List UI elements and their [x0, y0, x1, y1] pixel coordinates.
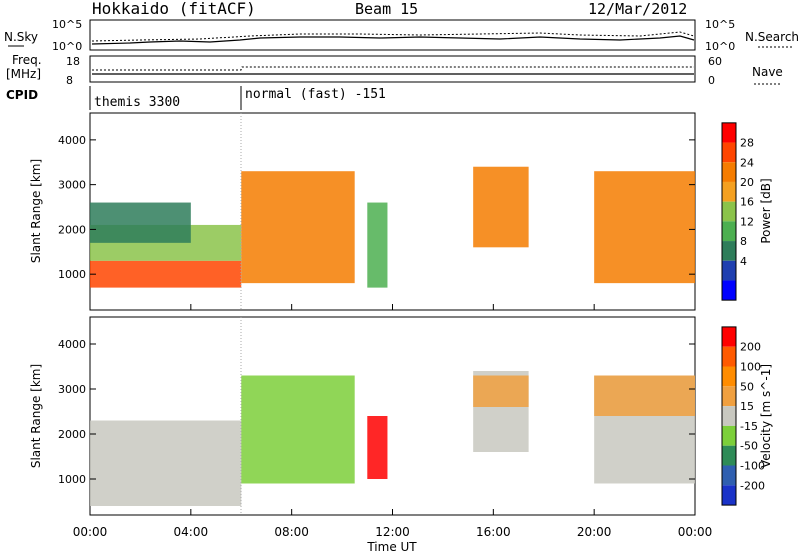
velocity-colorbar-tick-7: -200	[740, 479, 765, 492]
velocity-region-6	[594, 375, 695, 416]
power-colorbar-swatch-8	[722, 280, 736, 301]
power-colorbar-swatch-4	[722, 201, 736, 222]
power-colorbar-frame	[721, 122, 737, 301]
noise-search-line	[91, 31, 695, 42]
power-region-4	[367, 202, 388, 288]
x-axis: 00:00 04:00 08:00 12:00 16:00 20:00 00:00	[73, 304, 713, 539]
power-ytick-label-1: 2000	[58, 223, 86, 236]
power-colorbar-tick-6: 4	[740, 255, 747, 268]
freq-panel: Freq. [MHz] 18 8 60 0 Nave	[6, 53, 783, 87]
velocity-colorbar-tick-2: 50	[740, 380, 754, 393]
cpid-segment-2: normal (fast) -151	[245, 87, 386, 102]
velocity-region-1	[241, 375, 355, 484]
velocity-colorbar-tick-1: 100	[740, 361, 761, 374]
nave-tick-top: 60	[708, 55, 722, 68]
velocity-colorbar-tick-5: -50	[740, 440, 758, 453]
velocity-colorbar-tick-3: 15	[740, 400, 754, 413]
x-axis-label: Time UT	[366, 540, 417, 554]
cpid-label: CPID	[6, 88, 38, 102]
freq-tick-bottom: 8	[66, 74, 73, 87]
freq-label-1: Freq.	[12, 53, 42, 67]
power-region-6	[594, 171, 695, 284]
velocity-colorbar-tick-0: 200	[740, 341, 761, 354]
power-colorbar-swatch-7	[722, 260, 736, 281]
power-colorbar-swatch-0	[722, 122, 736, 143]
velocity-colorbar-frame	[721, 326, 737, 506]
beam-title: Beam 15	[355, 0, 418, 18]
power-region-2	[90, 202, 191, 243]
velocity-colorbar-swatch-1	[722, 346, 736, 367]
date-title: 12/Mar/2012	[588, 0, 687, 18]
velocity-colorbar-swatch-8	[722, 485, 736, 506]
velocity-colorbar-swatch-2	[722, 366, 736, 387]
power-region-0	[90, 260, 242, 288]
noise-tick-left-top: 10^5	[52, 18, 82, 31]
velocity-ylabel: Slant Range [km]	[29, 364, 43, 468]
x-tick-label-4: 16:00	[476, 525, 511, 539]
velocity-colorbar-swatch-4	[722, 406, 736, 426]
power-colorbar-swatch-5	[722, 221, 736, 242]
power-panel: 1000 2000 3000 4000 Slant Range [km] 28 24 20…	[29, 112, 773, 311]
velocity-panel: 1000 2000 3000 4000 Slant Range [km] 200 100…	[29, 316, 773, 516]
x-tick-label-5: 20:00	[577, 525, 612, 539]
x-tick-label-2: 08:00	[274, 525, 309, 539]
x-tick-label-3: 12:00	[375, 525, 410, 539]
power-colorbar-swatch-2	[722, 162, 736, 182]
power-colorbar-tick-3: 16	[740, 196, 754, 209]
power-ylabel: Slant Range [km]	[29, 159, 43, 263]
velocity-colorbar-title: Velocity [m s^-1]	[759, 364, 773, 468]
velocity-colorbar-swatch-7	[722, 465, 736, 486]
velocity-ytick-label-2: 3000	[58, 383, 86, 396]
freq-label-2: [MHz]	[6, 67, 41, 81]
velocity-ytick-label-3: 4000	[58, 338, 86, 351]
power-colorbar-swatch-6	[722, 241, 736, 261]
noise-panel: N.Sky 10^5 10^0 10^5 10^0 N.Search	[4, 18, 799, 53]
power-region-3	[241, 171, 355, 284]
cpid-segment-1: themis 3300	[94, 95, 180, 110]
velocity-colorbar-swatch-6	[722, 445, 736, 466]
power-colorbar-title: Power [dB]	[759, 178, 773, 243]
velocity-ytick-label-1: 2000	[58, 428, 86, 441]
velocity-colorbar-tick-4: -15	[740, 420, 758, 433]
station-title: Hokkaido (fitACF)	[92, 0, 256, 18]
velocity-colorbar-tick-6: -100	[740, 460, 765, 473]
noise-sky-line	[91, 35, 695, 45]
nsearch-label: N.Search	[745, 30, 799, 44]
noise-tick-right-top: 10^5	[705, 18, 735, 31]
nave-tick-bottom: 0	[708, 74, 715, 87]
velocity-region-0	[90, 420, 242, 506]
nave-label: Nave	[752, 65, 783, 79]
x-tick-label-1: 04:00	[174, 525, 209, 539]
power-ytick-label-0: 1000	[58, 268, 86, 281]
power-colorbar-tick-2: 20	[740, 176, 754, 189]
power-region-5	[473, 166, 529, 248]
velocity-colorbar-swatch-5	[722, 425, 736, 446]
power-colorbar-tick-5: 8	[740, 235, 747, 248]
velocity-region-2	[367, 416, 388, 479]
nave-line	[92, 66, 694, 71]
velocity-ytick-label-0: 1000	[58, 473, 86, 486]
power-colorbar-swatch-1	[722, 142, 736, 163]
power-ytick-label-3: 4000	[58, 134, 86, 147]
x-tick-label-0: 00:00	[73, 525, 108, 539]
x-tick-label-6: 00:00	[678, 525, 713, 539]
power-colorbar-tick-1: 24	[740, 156, 754, 169]
power-ytick-label-2: 3000	[58, 179, 86, 192]
nsky-label: N.Sky	[4, 30, 38, 44]
power-colorbar-swatch-3	[722, 181, 736, 202]
velocity-region-4	[473, 375, 529, 407]
cpid-panel: CPID themis 3300 normal (fast) -151	[6, 86, 386, 110]
noise-tick-left-bottom: 10^0	[52, 40, 82, 53]
freq-tick-top: 18	[66, 55, 80, 68]
power-colorbar-tick-0: 28	[740, 137, 754, 150]
noise-tick-right-bottom: 10^0	[705, 40, 735, 53]
power-colorbar-tick-4: 12	[740, 215, 754, 228]
velocity-colorbar-swatch-0	[722, 326, 736, 347]
velocity-colorbar-swatch-3	[722, 386, 736, 407]
